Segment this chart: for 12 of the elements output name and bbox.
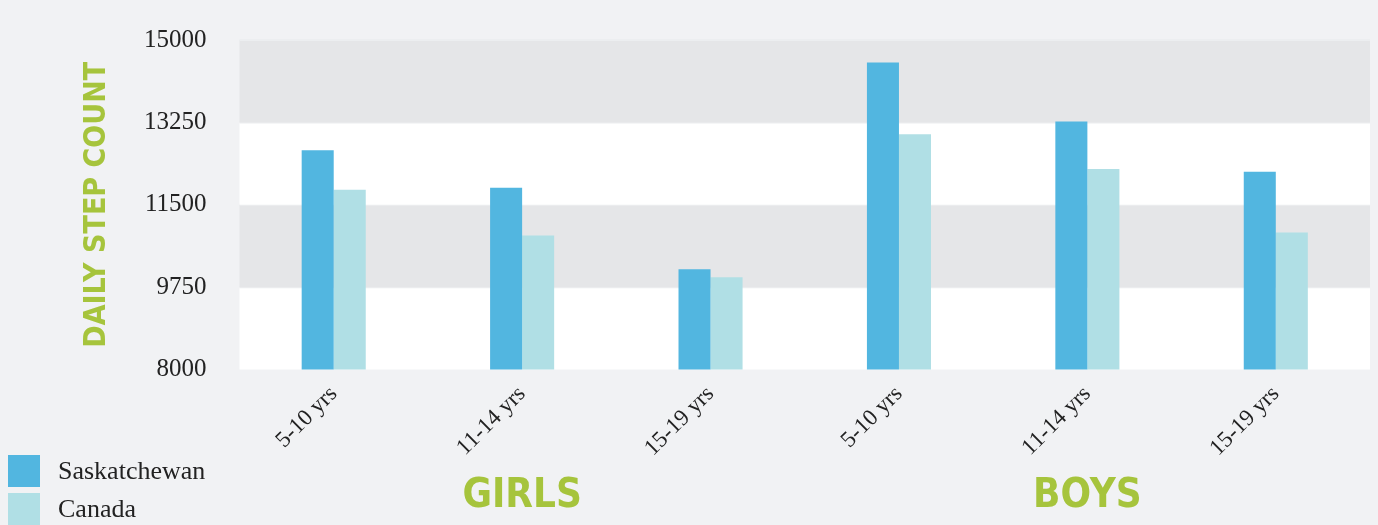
y-tick-label: 15000 bbox=[144, 24, 207, 52]
y-tick-label: 13250 bbox=[144, 106, 207, 134]
text: BOYS bbox=[1033, 470, 1142, 517]
y-axis-title: DAILY STEP COUNT bbox=[76, 61, 112, 348]
y-tick-label: 11500 bbox=[144, 189, 207, 217]
x-tick-label: 5-10 yrs bbox=[270, 380, 342, 452]
text: GIRLS bbox=[462, 470, 582, 517]
legend-label: Canada bbox=[58, 494, 136, 524]
x-tick-label: 5-10 yrs bbox=[835, 380, 907, 452]
y-tick-label: 8000 bbox=[156, 354, 207, 382]
y-tick-label: 9750 bbox=[156, 271, 207, 299]
legend-label: Saskatchewan bbox=[58, 456, 206, 486]
